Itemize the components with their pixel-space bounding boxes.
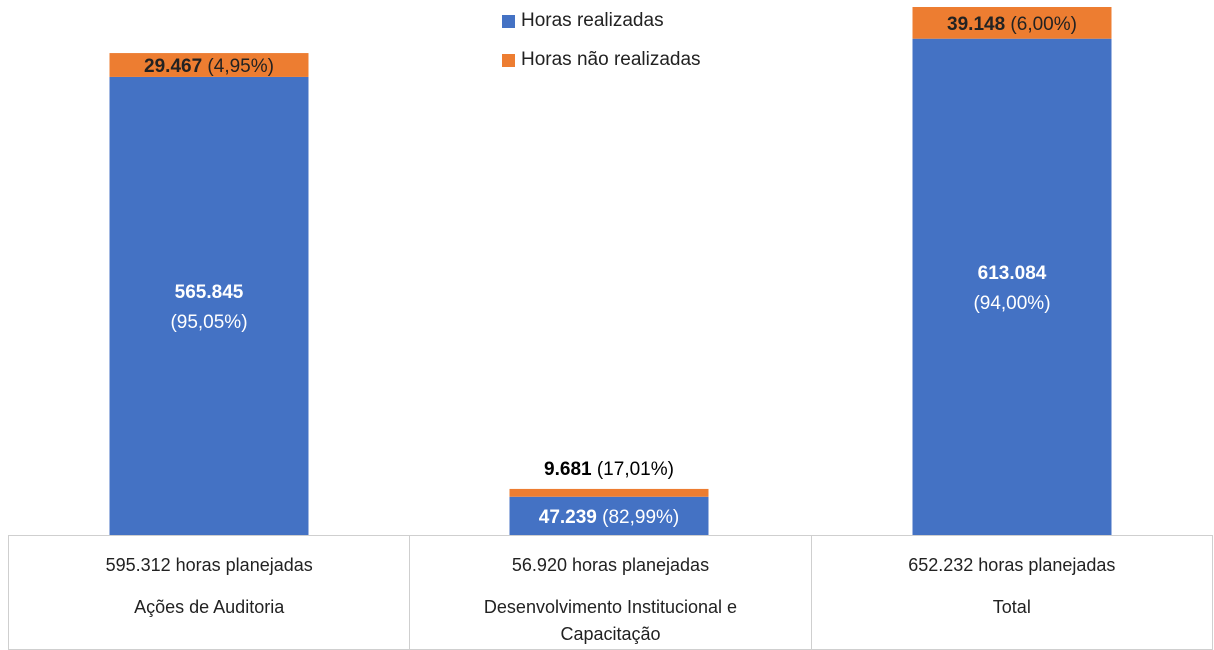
data-label-percent-realizadas: (94,00%)	[973, 293, 1050, 314]
bar-segment-realizadas	[509, 496, 709, 535]
legend-label-realizadas: Horas realizadas	[521, 10, 664, 31]
category-cell-total: 652.232 horas planejadas Total	[810, 536, 1213, 650]
category-cell-auditoria: 595.312 horas planejadas Ações de Audito…	[8, 536, 410, 650]
data-label-nao-realizadas: 29.467 (4,95%)	[144, 56, 274, 77]
stacked-bar-chart: 565.845 (95,05%) 29.467 (4,95%) 47.239 (82,…	[109, 7, 1112, 535]
category-label: Desenvolvimento Institucional e Capacita…	[483, 597, 738, 644]
bar-segment-realizadas	[912, 38, 1112, 535]
bar-segment-nao-realizadas	[912, 7, 1112, 39]
category-cell-desenvolvimento: 56.920 horas planejadas Desenvolvimento …	[409, 536, 811, 650]
data-label-realizadas: 47.239 (82,99%)	[539, 507, 680, 528]
data-label-realizadas: 613.084	[978, 263, 1047, 284]
data-label-realizadas: 565.845	[175, 282, 244, 303]
legend-item-realizadas: Horas realizadas	[502, 8, 701, 34]
category-label: Total	[992, 597, 1031, 617]
data-label-nao-realizadas: 9.681 (17,01%)	[544, 459, 674, 480]
category-axis-table: 595.312 horas planejadas Ações de Audito…	[8, 535, 1213, 650]
planned-hours-label: 652.232 horas planejadas	[908, 555, 1116, 575]
category-label: Ações de Auditoria	[134, 597, 285, 617]
bar-segment-nao-realizadas	[109, 53, 309, 77]
chart-legend: Horas realizadas Horas não realizadas	[502, 8, 701, 86]
planned-hours-label: 595.312 horas planejadas	[105, 555, 313, 575]
bar-segment-realizadas	[109, 76, 309, 535]
data-label-nao-realizadas: 39.148 (6,00%)	[947, 14, 1077, 35]
data-label-percent-realizadas: (95,05%)	[170, 312, 247, 333]
legend-label-nao-realizadas: Horas não realizadas	[521, 49, 701, 70]
bar-segment-nao-realizadas	[509, 488, 709, 497]
legend-swatch-nao-realizadas	[502, 53, 515, 67]
planned-hours-label: 56.920 horas planejadas	[511, 555, 710, 575]
legend-item-nao-realizadas: Horas não realizadas	[502, 47, 701, 73]
legend-swatch-realizadas	[502, 14, 515, 28]
